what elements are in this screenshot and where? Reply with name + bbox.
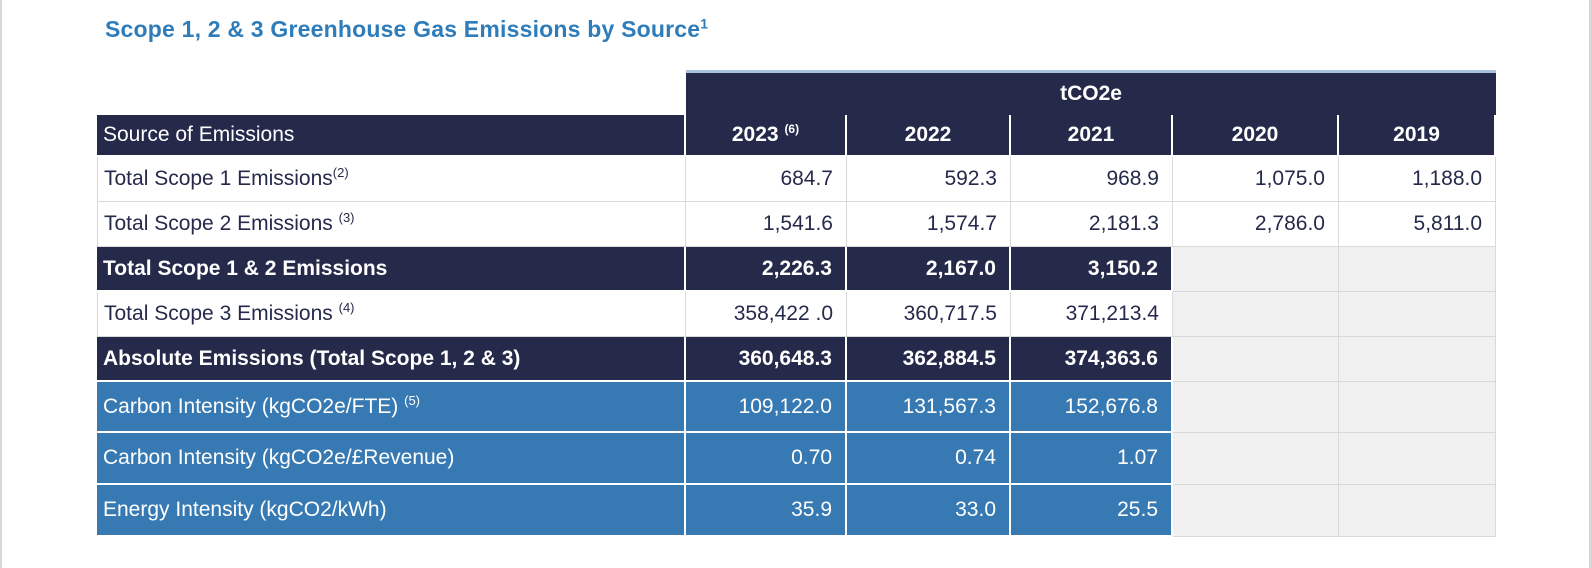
value-cell: 592.3 <box>847 157 1011 202</box>
row-label: Total Scope 3 Emissions (4) <box>97 292 686 337</box>
value-cell: 2,167.0 <box>847 247 1011 292</box>
row-label: Carbon Intensity (kgCO2e/£Revenue) <box>97 433 686 485</box>
value-cell: 0.70 <box>686 433 847 485</box>
empty-cell <box>1339 382 1497 433</box>
table-row-scope1: Total Scope 1 Emissions(2) 684.7 592.3 9… <box>97 157 1497 202</box>
value-cell: 35.9 <box>686 485 847 537</box>
year-header-2019: 2019 <box>1339 115 1497 157</box>
table-row-scope1and2-total: Total Scope 1 & 2 Emissions 2,226.3 2,16… <box>97 247 1497 292</box>
row-label-text: Carbon Intensity (kgCO2e/£Revenue) <box>103 446 455 469</box>
row-label-text: Absolute Emissions (Total Scope 1, 2 & 3… <box>103 346 521 370</box>
value-cell: 131,567.3 <box>847 382 1011 433</box>
value-cell: 0.74 <box>847 433 1011 485</box>
banner-spacer <box>97 70 686 115</box>
year-label: 2023 <box>731 123 779 146</box>
table-row-energy-intensity: Energy Intensity (kgCO2/kWh) 35.9 33.0 2… <box>97 485 1497 537</box>
value-cell: 109,122.0 <box>686 382 847 433</box>
footnote-marker: (4) <box>338 300 355 315</box>
column-header-row: Source of Emissions 2023 (6) 2022 2021 2… <box>97 115 1497 157</box>
row-label-text: Total Scope 1 Emissions <box>104 167 333 190</box>
row-label: Total Scope 1 & 2 Emissions <box>97 247 686 292</box>
value-cell: 2,786.0 <box>1173 202 1339 247</box>
row-label: Energy Intensity (kgCO2/kWh) <box>97 485 686 537</box>
empty-cell <box>1339 485 1497 537</box>
value-cell: 360,717.5 <box>847 292 1011 337</box>
value-cell: 1.07 <box>1011 433 1173 485</box>
emissions-table: tCO2e Source of Emissions 2023 (6) 2022 … <box>97 70 1497 537</box>
empty-cell <box>1173 247 1339 292</box>
footnote-marker: (3) <box>338 210 355 225</box>
value-cell: 358,422 .0 <box>686 292 847 337</box>
unit-header-cell: tCO2e <box>686 70 1497 115</box>
row-label-text: Total Scope 3 Emissions <box>104 302 339 325</box>
empty-cell <box>1339 433 1497 485</box>
year-header-2022: 2022 <box>847 115 1011 157</box>
table-row-absolute-emissions: Absolute Emissions (Total Scope 1, 2 & 3… <box>97 337 1497 382</box>
year-label: 2022 <box>904 123 952 146</box>
value-cell: 684.7 <box>686 157 847 202</box>
page-title: Scope 1, 2 & 3 Greenhouse Gas Emissions … <box>105 16 708 43</box>
row-label-text: Carbon Intensity (kgCO2e/FTE) <box>103 394 405 418</box>
year-header-2020: 2020 <box>1173 115 1339 157</box>
row-label-text: Total Scope 2 Emissions <box>104 212 339 235</box>
value-cell: 2,181.3 <box>1011 202 1173 247</box>
value-cell: 362,884.5 <box>847 337 1011 382</box>
table-row-scope3: Total Scope 3 Emissions (4) 358,422 .0 3… <box>97 292 1497 337</box>
page-title-text: Scope 1, 2 & 3 Greenhouse Gas Emissions … <box>105 16 701 42</box>
footnote-marker: (5) <box>404 392 420 408</box>
empty-cell <box>1173 382 1339 433</box>
title-footnote-marker: 1 <box>700 15 709 32</box>
year-label: 2020 <box>1231 123 1279 146</box>
value-cell: 1,188.0 <box>1339 157 1497 202</box>
footnote-marker: (6) <box>784 122 800 136</box>
row-label: Absolute Emissions (Total Scope 1, 2 & 3… <box>97 337 686 382</box>
value-cell: 2,226.3 <box>686 247 847 292</box>
empty-cell <box>1339 247 1497 292</box>
value-cell: 360,648.3 <box>686 337 847 382</box>
value-cell: 25.5 <box>1011 485 1173 537</box>
table-row-carbon-intensity-revenue: Carbon Intensity (kgCO2e/£Revenue) 0.70 … <box>97 433 1497 485</box>
year-header-2023: 2023 (6) <box>686 115 847 157</box>
value-cell: 3,150.2 <box>1011 247 1173 292</box>
year-header-2021: 2021 <box>1011 115 1173 157</box>
year-label: 2021 <box>1067 123 1115 146</box>
value-cell: 33.0 <box>847 485 1011 537</box>
row-label: Total Scope 2 Emissions (3) <box>97 202 686 247</box>
empty-cell <box>1173 337 1339 382</box>
table-row-carbon-intensity-fte: Carbon Intensity (kgCO2e/FTE) (5) 109,12… <box>97 382 1497 433</box>
value-cell: 374,363.6 <box>1011 337 1173 382</box>
row-label-text: Energy Intensity (kgCO2/kWh) <box>103 498 387 521</box>
row-label: Carbon Intensity (kgCO2e/FTE) (5) <box>97 382 686 433</box>
value-cell: 152,676.8 <box>1011 382 1173 433</box>
empty-cell <box>1339 292 1497 337</box>
empty-cell <box>1173 485 1339 537</box>
empty-cell <box>1173 292 1339 337</box>
value-cell: 371,213.4 <box>1011 292 1173 337</box>
row-label: Total Scope 1 Emissions(2) <box>97 157 686 202</box>
source-of-emissions-header: Source of Emissions <box>97 115 686 157</box>
value-cell: 1,541.6 <box>686 202 847 247</box>
value-cell: 1,574.7 <box>847 202 1011 247</box>
row-label-text: Total Scope 1 & 2 Emissions <box>103 256 388 280</box>
value-cell: 5,811.0 <box>1339 202 1497 247</box>
empty-cell <box>1339 337 1497 382</box>
year-label: 2019 <box>1393 123 1440 146</box>
value-cell: 1,075.0 <box>1173 157 1339 202</box>
unit-banner-row: tCO2e <box>97 70 1497 115</box>
value-cell: 968.9 <box>1011 157 1173 202</box>
footnote-marker: (2) <box>332 165 349 180</box>
table-row-scope2: Total Scope 2 Emissions (3) 1,541.6 1,57… <box>97 202 1497 247</box>
empty-cell <box>1173 433 1339 485</box>
